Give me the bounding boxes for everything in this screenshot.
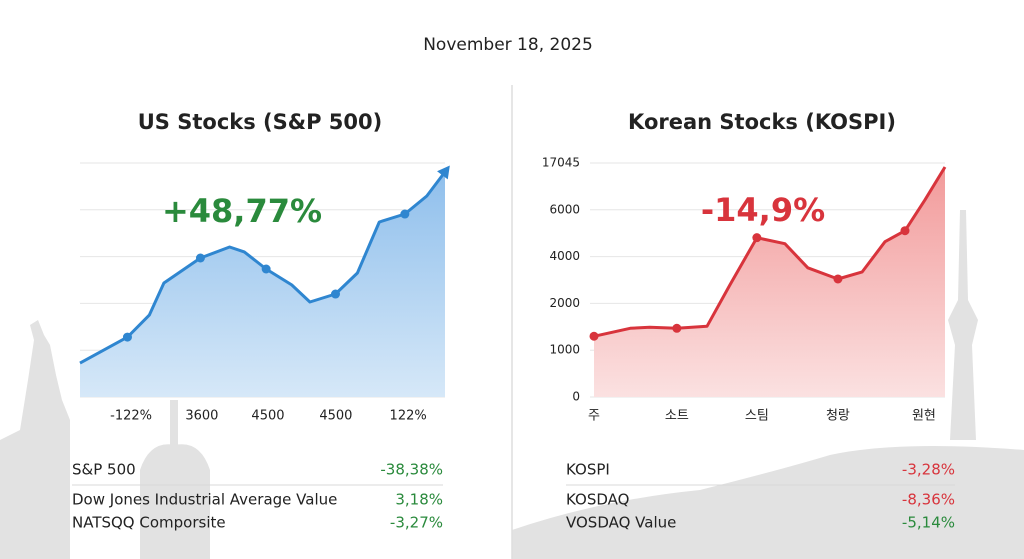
y-tick-label: 0	[572, 390, 580, 404]
y-tick-label: 17045	[542, 156, 580, 170]
x-tick-label: 청랑	[826, 409, 850, 424]
point-marker	[900, 226, 910, 236]
date: November 18, 2025	[423, 35, 593, 55]
chart-title: US Stocks (S&P 500)	[138, 110, 382, 134]
row-name: KOSDAQ	[566, 491, 629, 509]
point-marker	[195, 253, 205, 263]
annotation: -14,9%	[701, 191, 825, 229]
row-name: VOSDAQ Value	[566, 514, 676, 532]
point-marker	[122, 332, 132, 342]
x-tick-label: 4500	[319, 409, 352, 424]
x-tick-label: 소트	[665, 409, 689, 424]
y-tick-label: 1000	[549, 343, 580, 357]
row-name: Dow Jones Industrial Average Value	[72, 491, 337, 509]
point-marker	[589, 331, 599, 341]
line	[593, 166, 947, 338]
y-tick-label: 2000	[549, 296, 580, 310]
background-silhouettes	[0, 210, 1024, 559]
annotation: +48,77%	[162, 192, 322, 230]
x-tick-label: 3600	[185, 409, 218, 424]
row-value: -38,38%	[380, 461, 443, 479]
point-marker	[400, 209, 410, 219]
x-tick-label: 원현	[912, 409, 936, 424]
row-value: -5,14%	[902, 514, 955, 532]
end-arrow	[437, 165, 450, 180]
row-name: S&P 500	[72, 461, 136, 479]
x-tick-label: 스팀	[745, 409, 769, 424]
area	[594, 167, 945, 397]
point-marker	[331, 289, 340, 299]
x-tick-label: 주	[588, 409, 600, 424]
point-marker	[672, 323, 682, 333]
row-name: NATSQQ Comporsite	[72, 514, 226, 532]
x-tick-label: 122%	[390, 409, 427, 424]
x-tick-label: 4500	[251, 409, 284, 424]
row-value: -3,28%	[902, 461, 955, 479]
row-value: -8,36%	[902, 491, 955, 509]
point-marker	[261, 264, 271, 274]
row-name: KOSPI	[566, 461, 610, 479]
y-tick-label: 4000	[549, 249, 580, 263]
row-value: -3,27%	[390, 514, 443, 532]
area	[80, 171, 445, 397]
point-marker	[752, 233, 762, 243]
line	[79, 170, 447, 365]
point-marker	[833, 274, 843, 284]
row-value: 3,18%	[395, 491, 443, 509]
y-tick-label: 6000	[549, 202, 580, 216]
x-tick-label: -122%	[110, 409, 152, 424]
chart-title: Korean Stocks (KOSPI)	[628, 110, 896, 134]
